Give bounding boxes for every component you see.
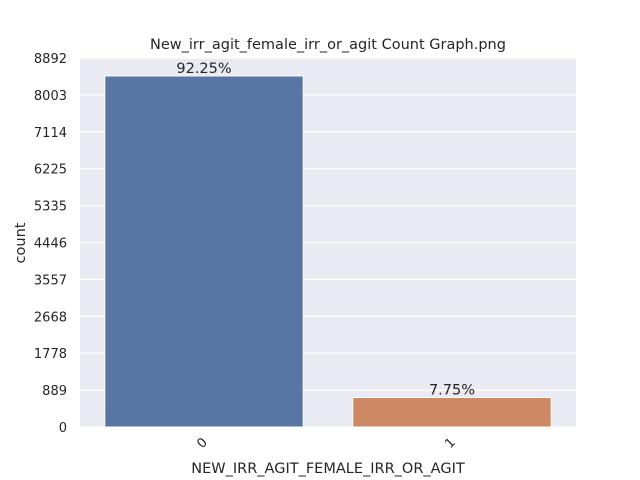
- y-tick-label: 7114: [34, 126, 67, 141]
- y-tick-label: 6225: [34, 163, 67, 178]
- y-tick-label: 889: [42, 384, 67, 399]
- x-tick-label: 1: [442, 435, 458, 451]
- y-tick-label: 8892: [34, 52, 67, 67]
- data-label: 7.75%: [429, 382, 475, 398]
- chart-title: New_irr_agit_female_irr_or_agit Count Gr…: [150, 37, 506, 53]
- y-tick-label: 1778: [34, 347, 67, 362]
- data-labels: 92.25% 7.75%: [176, 61, 475, 399]
- y-tick-labels: 0 889 1778 2668 3557 4446 5335 6225 7114 8003 8892: [34, 52, 67, 436]
- bar-1: [352, 396, 552, 428]
- bars: [104, 75, 552, 428]
- data-label: 92.25%: [176, 61, 231, 77]
- y-tick-label: 8003: [34, 89, 67, 104]
- x-axis-label: NEW_IRR_AGIT_FEMALE_IRR_OR_AGIT: [191, 461, 465, 477]
- y-tick-label: 2668: [34, 310, 67, 325]
- y-tick-label: 4446: [34, 237, 67, 252]
- bar-0: [104, 75, 304, 428]
- y-tick-label: 5335: [34, 200, 67, 215]
- x-tick-label: 0: [194, 435, 210, 451]
- y-tick-label: 0: [59, 421, 67, 436]
- y-tick-label: 3557: [34, 273, 67, 288]
- y-axis-label: count: [13, 222, 29, 263]
